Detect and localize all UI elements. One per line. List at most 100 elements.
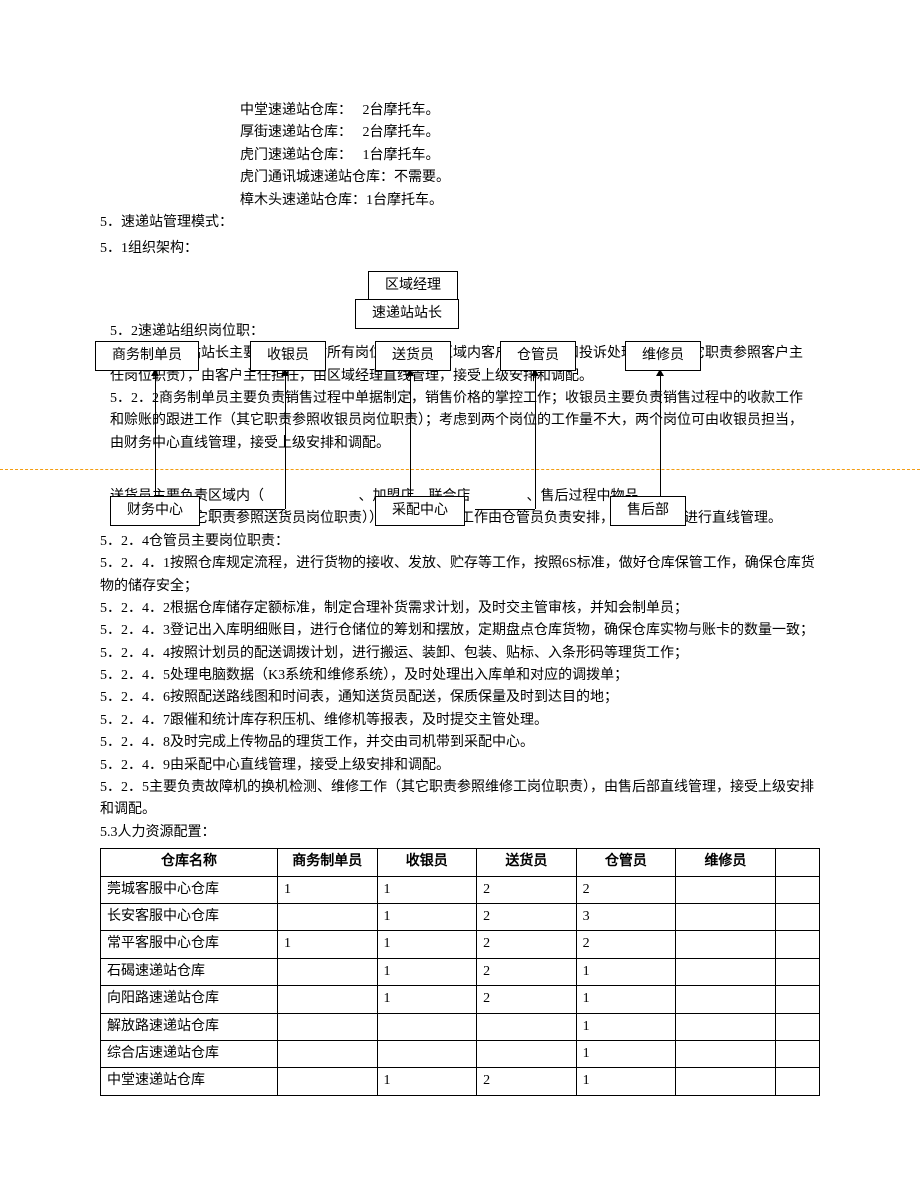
warehouse-item: 樟木头速递站仓库：1台摩托车。 — [100, 190, 820, 212]
p5243: 5．2．4．3登记出入库明细账目，进行仓储位的筹划和摆放，定期盘点仓库货物，确保… — [100, 620, 820, 642]
table-cell: 1 — [377, 931, 477, 958]
text: 虎门速递站仓库： — [240, 148, 352, 163]
text: 樟木头速递站仓库：1台摩托车。 — [240, 193, 443, 208]
connector — [475, 509, 535, 510]
th-blank — [775, 849, 819, 876]
text: 1台摩托车。 — [363, 148, 440, 163]
p522: 5．2．2商务制单员主要负责销售过程中单据制定，销售价格的掌控工作；收银员主要负… — [110, 391, 803, 451]
th-role5: 维修员 — [676, 849, 776, 876]
table-cell — [277, 903, 377, 930]
table-row: 综合店速递站仓库 1 — [101, 1040, 820, 1067]
connector — [535, 369, 536, 509]
table-cell: 1 — [576, 986, 676, 1013]
text: 2台摩托车。 — [363, 125, 440, 140]
table-header-row: 仓库名称 商务制单员 收银员 送货员 仓管员 维修员 — [101, 849, 820, 876]
table-cell: 2 — [477, 876, 577, 903]
table-row: 向阳路速递站仓库 121 — [101, 986, 820, 1013]
table-cell — [775, 1040, 819, 1067]
table-cell — [775, 1068, 819, 1095]
table-cell: 1 — [377, 1068, 477, 1095]
connector — [210, 509, 285, 510]
table-cell — [277, 1040, 377, 1067]
connector — [285, 369, 286, 509]
p5241: 5．2．4．1按照仓库规定流程，进行货物的接收、发放、贮存等工作，按照6S标准，… — [100, 553, 820, 598]
table-cell: 综合店速递站仓库 — [101, 1040, 278, 1067]
p525: 5．2．5主要负责故障机的换机检测、维修工作（其它职责参照维修工岗位职责），由售… — [100, 777, 820, 822]
table-cell — [676, 1040, 776, 1067]
connector — [660, 369, 661, 496]
table-cell: 1 — [576, 958, 676, 985]
table-cell — [676, 1068, 776, 1095]
table-cell: 1 — [377, 986, 477, 1013]
table-cell: 3 — [576, 903, 676, 930]
table-cell: 2 — [477, 958, 577, 985]
text: 2台摩托车。 — [363, 103, 440, 118]
warehouse-item: 虎门速递站仓库： 1台摩托车。 — [100, 145, 820, 167]
table-cell: 2 — [477, 903, 577, 930]
section-5-title: 5．速递站管理模式： — [100, 212, 820, 234]
table-cell: 2 — [477, 1068, 577, 1095]
th-role4: 仓管员 — [576, 849, 676, 876]
table-cell: 常平客服中心仓库 — [101, 931, 278, 958]
table-cell: 解放路速递站仓库 — [101, 1013, 278, 1040]
p5246: 5．2．4．6按照配送路线图和时间表，通知送货员配送，保质保量及时到达目的地； — [100, 687, 820, 709]
section-52-title: 5．2速递站组织岗位职： — [110, 324, 264, 339]
table-cell: 1 — [277, 876, 377, 903]
node-manager: 区域经理 — [368, 271, 458, 301]
warehouse-item: 厚街速递站仓库： 2台摩托车。 — [100, 122, 820, 144]
table-cell — [277, 1013, 377, 1040]
table-cell: 2 — [477, 986, 577, 1013]
node-dept-3: 售后部 — [610, 496, 686, 526]
table-cell — [477, 1040, 577, 1067]
table-cell — [775, 931, 819, 958]
table-cell: 长安客服中心仓库 — [101, 903, 278, 930]
th-role2: 收银员 — [377, 849, 477, 876]
th-role1: 商务制单员 — [277, 849, 377, 876]
p5249: 5．2．4．9由采配中心直线管理，接受上级安排和调配。 — [100, 755, 820, 777]
table-cell — [676, 958, 776, 985]
dashed-separator — [0, 469, 920, 470]
th-role3: 送货员 — [477, 849, 577, 876]
text: 虎门通讯城速递站仓库：不需要。 — [240, 170, 450, 185]
table-cell: 1 — [377, 958, 477, 985]
table-cell: 1 — [576, 1068, 676, 1095]
table-cell — [676, 876, 776, 903]
table-cell: 1 — [377, 903, 477, 930]
table-cell: 石碣速递站仓库 — [101, 958, 278, 985]
warehouse-item: 中堂速递站仓库： 2台摩托车。 — [100, 100, 820, 122]
table-row: 莞城客服中心仓库1122 — [101, 876, 820, 903]
table-cell — [477, 1013, 577, 1040]
node-role-3: 送货员 — [375, 341, 451, 371]
table-cell — [676, 931, 776, 958]
table-cell — [277, 1068, 377, 1095]
p5244: 5．2．4．4按照计划员的配送调拨计划，进行搬运、装卸、包装、贴标、入条形码等理… — [100, 643, 820, 665]
hr-allocation-table: 仓库名称 商务制单员 收银员 送货员 仓管员 维修员 莞城客服中心仓库1122长… — [100, 848, 820, 1096]
node-role-5: 维修员 — [625, 341, 701, 371]
table-cell — [277, 958, 377, 985]
node-dept-2: 采配中心 — [375, 496, 465, 526]
table-row: 常平客服中心仓库1122 — [101, 931, 820, 958]
table-cell: 1 — [377, 876, 477, 903]
table-row: 长安客服中心仓库 123 — [101, 903, 820, 930]
table-cell: 向阳路速递站仓库 — [101, 986, 278, 1013]
connector — [155, 369, 156, 496]
node-role-4: 仓管员 — [500, 341, 576, 371]
table-cell: 中堂速递站仓库 — [101, 1068, 278, 1095]
p524: 5．2．4仓管员主要岗位职责： — [100, 531, 820, 553]
warehouse-item: 虎门通讯城速递站仓库：不需要。 — [100, 167, 820, 189]
node-dept-1: 财务中心 — [110, 496, 200, 526]
table-cell — [676, 1013, 776, 1040]
table-cell — [676, 903, 776, 930]
table-row: 解放路速递站仓库1 — [101, 1013, 820, 1040]
table-cell: 1 — [576, 1040, 676, 1067]
table-cell — [775, 903, 819, 930]
connector — [410, 369, 411, 496]
p5242: 5．2．4．2根据仓库储存定额标准，制定合理补货需求计划，及时交主管审核，并知会… — [100, 598, 820, 620]
table-cell: 2 — [477, 931, 577, 958]
p5245: 5．2．4．5处理电脑数据（K3系统和维修系统），及时处理出入库单和对应的调拨单… — [100, 665, 820, 687]
text: 中堂速递站仓库： — [240, 103, 352, 118]
th-name: 仓库名称 — [101, 849, 278, 876]
p5248: 5．2．4．8及时完成上传物品的理货工作，并交由司机带到采配中心。 — [100, 732, 820, 754]
table-cell: 2 — [576, 931, 676, 958]
table-cell: 2 — [576, 876, 676, 903]
